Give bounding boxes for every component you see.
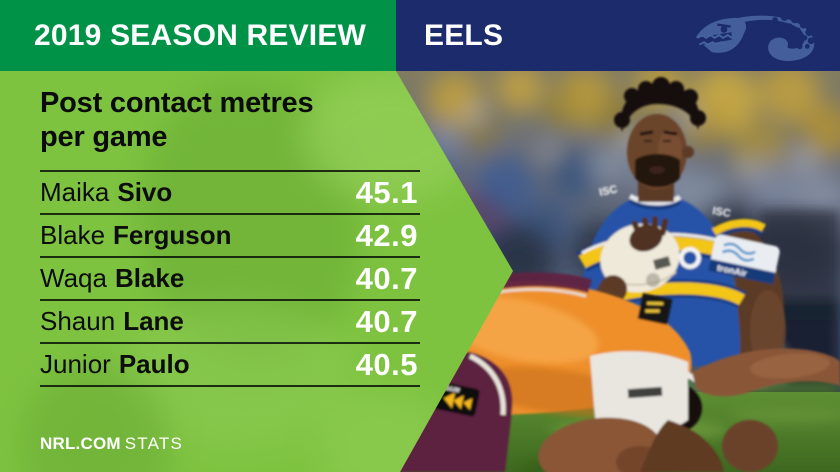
player-last-name: Lane (123, 306, 184, 336)
player-name: Maika Sivo (40, 177, 172, 208)
table-row: Maika Sivo 45.1 (40, 170, 420, 213)
table-row: Shaun Lane 40.7 (40, 299, 420, 342)
player-last-name: Paulo (118, 349, 190, 379)
nrl-com-wordmark: NRL.COM (40, 434, 121, 453)
stats-wordmark: STATS (124, 434, 183, 453)
player-head (614, 77, 706, 202)
player-name: Shaun Lane (40, 306, 184, 337)
player-value: 40.7 (355, 303, 418, 339)
player-first-name: Blake (40, 220, 106, 250)
stat-table: Maika Sivo 45.1 Blake Ferguson 42.9 Waqa (40, 170, 420, 387)
header-bar: 2019 SEASON REVIEW EELS (0, 0, 840, 71)
player-value: 40.7 (355, 260, 418, 296)
page-title: 2019 SEASON REVIEW (34, 18, 367, 52)
eels-logo-icon (695, 13, 815, 61)
player-value: 40.5 (355, 346, 418, 382)
header-season-section: 2019 SEASON REVIEW (0, 0, 396, 71)
player-value: 42.9 (355, 217, 418, 253)
player-name: Waqa Blake (40, 263, 184, 294)
team-name: EELS (424, 18, 504, 52)
eels-player: tronAir ISC ISC (576, 77, 786, 377)
player-name: Junior Paulo (40, 349, 190, 380)
table-row: Waqa Blake 40.7 (40, 256, 420, 299)
panel-title: Post contact metres per game (40, 87, 314, 153)
player-first-name: Shaun (40, 306, 116, 336)
player-last-name: Blake (114, 263, 185, 293)
nrl-stats-logo: NRL.COM STATS (40, 434, 183, 454)
player-first-name: Waqa (40, 263, 107, 293)
crowd-bokeh (402, 66, 840, 296)
player-value: 45.1 (355, 174, 418, 210)
player-first-name: Junior (40, 349, 111, 379)
player-last-name: Ferguson (113, 220, 232, 250)
player-first-name: Maika (40, 177, 110, 207)
player-name: Blake Ferguson (40, 220, 232, 251)
jersey-brand-right-text: ISC (711, 205, 731, 220)
table-row: Blake Ferguson 42.9 (40, 213, 420, 256)
header-team-section: EELS (396, 0, 840, 71)
stats-panel: Post contact metres per game Maika Sivo … (0, 71, 513, 472)
jersey-brand-left-text: ISC (598, 183, 618, 199)
table-row: Junior Paulo 40.5 (40, 342, 420, 387)
player-last-name: Sivo (117, 177, 173, 207)
